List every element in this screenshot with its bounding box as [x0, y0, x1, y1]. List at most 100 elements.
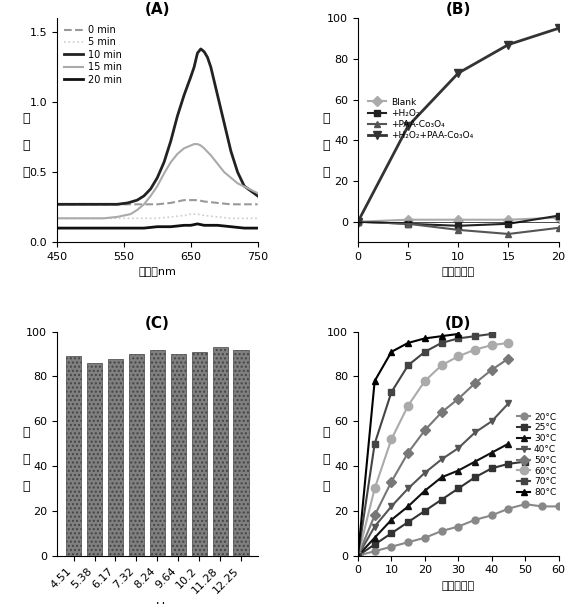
Line: 20 min: 20 min — [57, 224, 258, 228]
20 min — [241, 225, 248, 232]
15 min — [134, 207, 141, 214]
0 min — [214, 199, 221, 207]
20°C — [371, 548, 378, 555]
0 min — [114, 201, 121, 208]
70°C — [455, 335, 462, 342]
5 min — [87, 214, 94, 222]
Line: +H₂O₂: +H₂O₂ — [355, 212, 562, 230]
Bar — [150, 350, 165, 556]
Blank — [505, 216, 512, 223]
+H₂O₂+PAA-Co₃O₄ — [355, 218, 361, 225]
70°C — [438, 339, 445, 347]
0 min — [74, 201, 80, 208]
15 min — [141, 201, 148, 208]
Bar — [234, 350, 249, 556]
40°C — [405, 485, 412, 492]
20 min — [87, 225, 94, 232]
15 min — [54, 214, 60, 222]
30°C — [371, 534, 378, 541]
10 min — [188, 73, 194, 80]
Line: Blank: Blank — [355, 214, 562, 225]
20°C — [488, 512, 495, 519]
15 min — [167, 159, 174, 166]
5 min — [100, 214, 107, 222]
+PAA-Co₃O₄ — [355, 218, 361, 225]
70°C — [388, 388, 395, 396]
15 min — [194, 141, 201, 148]
20 min — [154, 223, 161, 230]
0 min — [154, 201, 161, 208]
50°C — [455, 395, 462, 402]
40°C — [488, 418, 495, 425]
50°C — [405, 449, 412, 456]
20 min — [100, 225, 107, 232]
Bar — [170, 354, 186, 556]
20 min — [54, 225, 60, 232]
30°C — [438, 474, 445, 481]
10 min — [227, 147, 234, 155]
Line: 80°C: 80°C — [355, 330, 462, 559]
5 min — [241, 214, 248, 222]
50°C — [388, 478, 395, 486]
5 min — [181, 212, 188, 219]
Bar — [213, 347, 227, 556]
10 min — [74, 201, 80, 208]
20°C — [438, 527, 445, 535]
Line: 70°C: 70°C — [355, 330, 495, 559]
Bar — [108, 359, 123, 556]
X-axis label: 波长／nm: 波长／nm — [139, 268, 176, 277]
Text: 率: 率 — [323, 166, 331, 179]
25°C — [388, 530, 395, 537]
80°C — [455, 330, 462, 338]
+H₂O₂+PAA-Co₃O₄ — [455, 69, 462, 77]
10 min — [87, 201, 94, 208]
10 min — [207, 63, 214, 71]
15 min — [191, 141, 198, 148]
0 min — [194, 196, 201, 204]
40°C — [438, 456, 445, 463]
70°C — [488, 330, 495, 338]
Text: 率: 率 — [22, 480, 30, 493]
5 min — [154, 214, 161, 222]
Line: 10 min: 10 min — [57, 49, 258, 204]
15 min — [147, 192, 154, 199]
Line: 40°C: 40°C — [355, 400, 512, 559]
0 min — [241, 201, 248, 208]
30°C — [488, 449, 495, 456]
10 min — [181, 91, 188, 98]
0 min — [254, 201, 261, 208]
Line: 30°C: 30°C — [355, 440, 512, 559]
60°C — [455, 353, 462, 360]
20°C — [388, 543, 395, 550]
30°C — [405, 503, 412, 510]
20 min — [74, 225, 80, 232]
70°C — [405, 362, 412, 369]
Text: 解: 解 — [323, 453, 331, 466]
10 min — [214, 91, 221, 98]
20 min — [114, 225, 121, 232]
5 min — [227, 214, 234, 222]
Text: 解: 解 — [22, 453, 30, 466]
20°C — [421, 534, 428, 541]
30°C — [355, 552, 361, 559]
Line: +H₂O₂+PAA-Co₃O₄: +H₂O₂+PAA-Co₃O₄ — [354, 24, 563, 226]
25°C — [455, 485, 462, 492]
Line: 15 min: 15 min — [57, 144, 258, 218]
15 min — [207, 152, 214, 159]
15 min — [127, 210, 134, 217]
20°C — [555, 503, 562, 510]
20 min — [141, 225, 148, 232]
60°C — [438, 362, 445, 369]
15 min — [114, 213, 121, 220]
Line: +PAA-Co₃O₄: +PAA-Co₃O₄ — [355, 218, 562, 237]
10 min — [134, 196, 141, 204]
25°C — [488, 464, 495, 472]
20°C — [455, 523, 462, 530]
Legend: Blank, +H₂O₂, +PAA-Co₃O₄, +H₂O₂+PAA-Co₃O₄: Blank, +H₂O₂, +PAA-Co₃O₄, +H₂O₂+PAA-Co₃O… — [367, 95, 475, 142]
10 min — [141, 192, 148, 199]
15 min — [100, 214, 107, 222]
5 min — [114, 214, 121, 222]
15 min — [221, 169, 227, 176]
50°C — [371, 512, 378, 519]
Bar — [192, 352, 207, 556]
